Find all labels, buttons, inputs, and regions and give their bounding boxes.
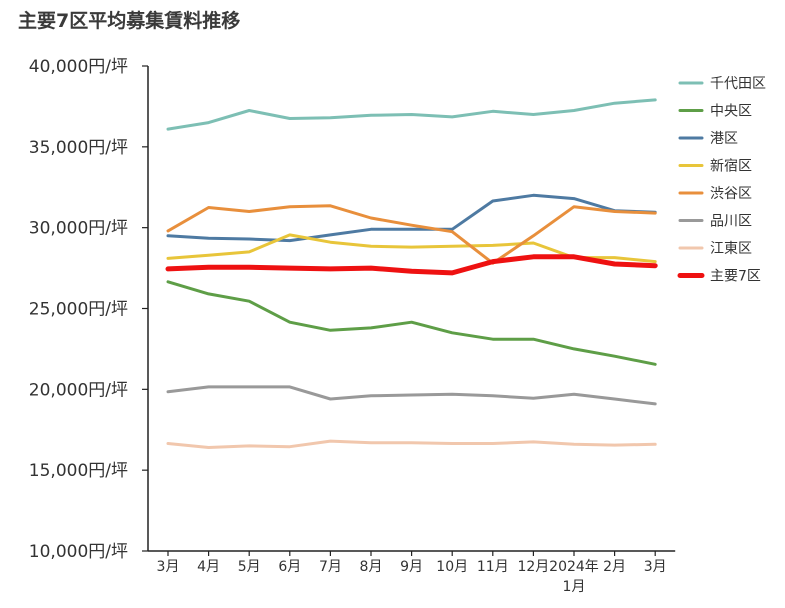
y-tick-label: 20,000円/坪 bbox=[29, 380, 128, 400]
legend-label: 新宿区 bbox=[710, 158, 752, 175]
x-tick-label: 2024年 bbox=[549, 559, 599, 575]
series-line bbox=[166, 439, 657, 449]
x-tick-label: 2月 bbox=[603, 559, 626, 575]
x-tick-label: 11月 bbox=[477, 559, 509, 575]
series-line bbox=[165, 254, 658, 276]
x-tick-label: 3月 bbox=[644, 559, 667, 575]
legend-label: 主要7区 bbox=[710, 269, 761, 285]
legend-label: 江東区 bbox=[710, 241, 752, 257]
x-tick-label: 12月 bbox=[517, 559, 549, 575]
series-line bbox=[166, 204, 657, 265]
y-tick-label: 30,000円/坪 bbox=[29, 219, 128, 239]
series-line bbox=[166, 193, 657, 243]
x-tick-label: 8月 bbox=[360, 559, 383, 575]
x-tick-label: 6月 bbox=[278, 559, 301, 575]
x-tick-label: 5月 bbox=[238, 559, 261, 575]
legend-label: 品川区 bbox=[710, 214, 752, 230]
legend-label: 港区 bbox=[710, 131, 738, 147]
y-tick-label: 40,000円/坪 bbox=[29, 57, 128, 77]
y-tick-label: 25,000円/坪 bbox=[29, 300, 128, 320]
legend-label: 中央区 bbox=[710, 104, 752, 120]
y-tick-label: 35,000円/坪 bbox=[29, 138, 128, 158]
series-line bbox=[166, 98, 657, 131]
legend-label: 渋谷区 bbox=[710, 186, 752, 202]
x-tick-label: 3月 bbox=[157, 559, 180, 575]
x-tick-label: 9月 bbox=[400, 559, 423, 575]
x-tick-label: 7月 bbox=[319, 559, 342, 575]
series-line bbox=[166, 385, 657, 406]
y-tick-label: 10,000円/坪 bbox=[29, 542, 128, 562]
y-tick-label: 15,000円/坪 bbox=[29, 461, 128, 481]
series-line bbox=[166, 280, 657, 366]
chart-title: 主要7区平均募集賃料推移 bbox=[18, 10, 241, 32]
x-tick-label: 1月 bbox=[563, 579, 586, 595]
x-tick-label: 10月 bbox=[436, 559, 468, 575]
legend-label: 千代田区 bbox=[710, 76, 766, 92]
x-tick-label: 4月 bbox=[197, 559, 220, 575]
